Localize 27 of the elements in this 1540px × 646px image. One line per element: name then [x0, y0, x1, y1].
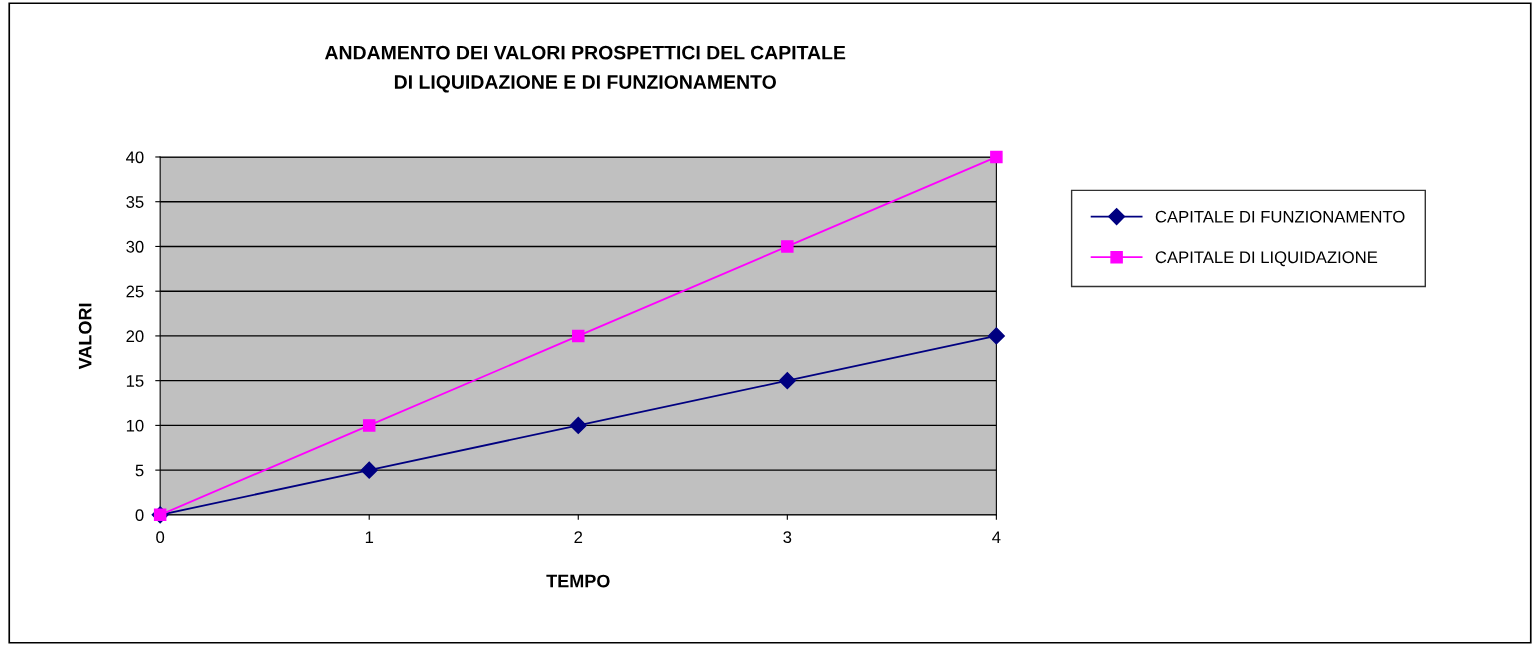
- x-axis-title: TEMPO: [546, 574, 610, 588]
- point: [781, 240, 794, 253]
- y-tick-label: 40: [126, 151, 144, 164]
- y-tick-label: 20: [126, 330, 144, 343]
- y-tick-label: 5: [135, 464, 144, 477]
- y-tick-label: 0: [135, 509, 144, 522]
- x-tick-label: 2: [574, 531, 583, 543]
- legend-label: CAPITALE DI LIQUIDAZIONE: [1155, 251, 1378, 267]
- legend-label: CAPITALE DI FUNZIONAMENTO: [1155, 210, 1405, 223]
- point: [569, 416, 587, 434]
- point: [990, 150, 1003, 164]
- point: [778, 372, 796, 390]
- y-tick-label: 30: [126, 240, 144, 253]
- point: [987, 327, 1005, 345]
- y-axis-title: VALORI: [78, 303, 92, 370]
- x-tick-label: 4: [992, 531, 1001, 543]
- chart-title: ANDAMENTO DEI VALORI PROSPETTICI DEL CAPITALE DI LIQUIDAZIONE E DI FUNZIONAMENTO: [324, 45, 846, 93]
- point: [362, 419, 376, 432]
- x-tick-label: 0: [156, 531, 165, 544]
- x-tick-label: 3: [783, 531, 792, 544]
- point: [572, 329, 585, 343]
- y-tick-label: 35: [126, 196, 144, 208]
- y-tick-label: 10: [126, 419, 144, 432]
- point: [360, 461, 378, 479]
- x-tick-label: 1: [365, 531, 374, 543]
- y-tick-label: 25: [126, 285, 144, 298]
- y-tick-label: 15: [126, 375, 144, 387]
